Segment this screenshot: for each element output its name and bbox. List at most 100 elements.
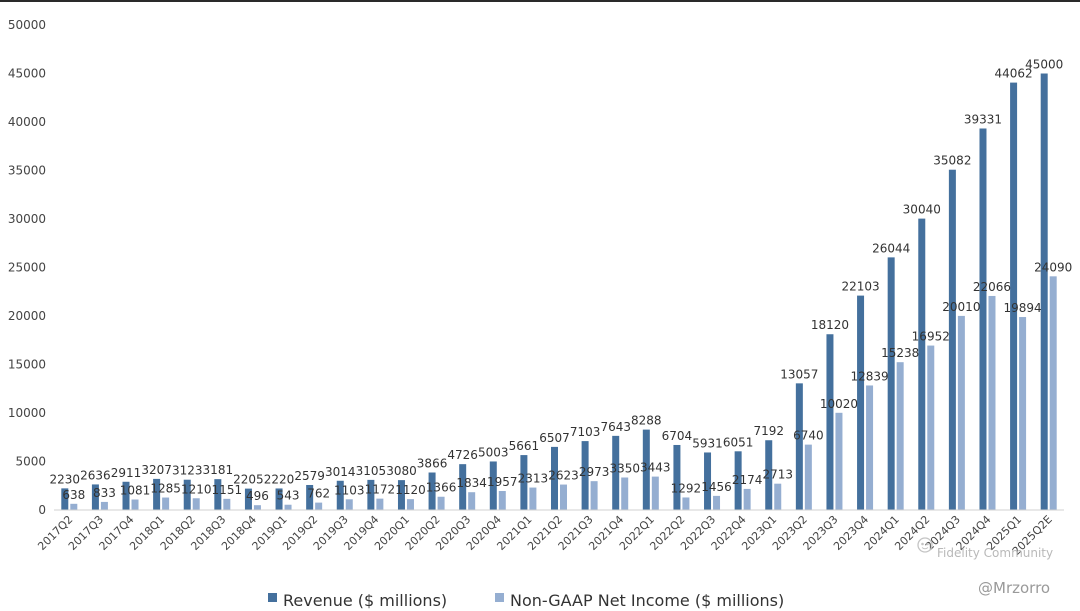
data-label-net-income: 10020 bbox=[820, 397, 858, 411]
bar-revenue bbox=[734, 451, 742, 510]
data-label-net-income: 543 bbox=[277, 489, 300, 503]
bar-revenue bbox=[244, 488, 252, 510]
bar-revenue bbox=[795, 383, 803, 510]
legend-label-revenue: Revenue ($ millions) bbox=[283, 591, 447, 610]
y-tick-label: 45000 bbox=[8, 67, 46, 81]
data-label-net-income: 6740 bbox=[793, 429, 824, 443]
data-label-revenue: 2579 bbox=[294, 469, 325, 483]
y-axis: 0 5000 10000 15000 20000 25000 30000 35000 40000… bbox=[8, 18, 46, 517]
bar-revenue bbox=[122, 481, 130, 510]
bar-net-income bbox=[1019, 317, 1027, 510]
bar-net-income bbox=[988, 295, 996, 510]
bar-revenue bbox=[765, 440, 773, 510]
data-label-net-income: 1456 bbox=[701, 480, 732, 494]
data-label-net-income: 1366 bbox=[426, 481, 457, 495]
y-tick-label: 15000 bbox=[8, 358, 46, 372]
data-label-revenue: 35082 bbox=[933, 154, 971, 168]
data-label-net-income: 2623 bbox=[548, 469, 579, 483]
bar-revenue bbox=[551, 446, 558, 510]
bar-net-income bbox=[713, 495, 721, 510]
data-label-revenue: 2220 bbox=[264, 472, 295, 486]
bar-net-income bbox=[804, 444, 812, 510]
bar-net-income bbox=[866, 385, 874, 510]
data-label-net-income: 12839 bbox=[850, 369, 888, 383]
data-label-net-income: 24090 bbox=[1034, 260, 1072, 274]
data-label-revenue: 39331 bbox=[964, 112, 1002, 126]
y-tick-label: 30000 bbox=[8, 212, 46, 226]
data-label-net-income: 638 bbox=[62, 488, 85, 502]
data-label-revenue: 44062 bbox=[994, 67, 1032, 81]
bar-net-income bbox=[1049, 276, 1057, 510]
bar-revenue bbox=[581, 441, 589, 510]
bar-revenue bbox=[214, 479, 222, 510]
watermark: Fidelity Community @Mrzorro bbox=[917, 537, 1053, 597]
data-label-net-income: 762 bbox=[307, 487, 330, 501]
data-label-revenue: 5661 bbox=[509, 439, 540, 453]
data-label-net-income: 1081 bbox=[120, 484, 151, 498]
y-tick-label: 35000 bbox=[8, 164, 46, 178]
watermark-community: Fidelity Community bbox=[937, 546, 1053, 560]
data-label-net-income: 1103 bbox=[334, 483, 365, 497]
bar-net-income bbox=[743, 488, 751, 510]
y-tick-label: 0 bbox=[38, 503, 46, 517]
data-label-revenue: 3105 bbox=[356, 464, 387, 478]
bar-revenue bbox=[948, 169, 956, 511]
bar-revenue bbox=[397, 480, 405, 510]
data-label-revenue: 6704 bbox=[662, 429, 693, 443]
data-label-net-income: 1120 bbox=[395, 483, 426, 497]
data-label-net-income: 19894 bbox=[1003, 301, 1041, 315]
data-label-net-income: 2973 bbox=[579, 465, 610, 479]
bar-net-income bbox=[468, 492, 476, 510]
data-label-net-income: 16952 bbox=[912, 330, 950, 344]
bar-revenue bbox=[153, 478, 161, 510]
data-label-net-income: 833 bbox=[93, 486, 116, 500]
y-tick-label: 10000 bbox=[8, 406, 46, 420]
bar-revenue bbox=[1010, 82, 1018, 510]
y-tick-label: 5000 bbox=[15, 455, 46, 469]
data-label-net-income: 1285 bbox=[150, 482, 181, 496]
y-tick-label: 20000 bbox=[8, 309, 46, 323]
bar-net-income bbox=[682, 497, 690, 510]
bar-net-income bbox=[498, 491, 506, 510]
data-label-net-income: 20010 bbox=[942, 300, 980, 314]
data-label-revenue: 4726 bbox=[447, 448, 478, 462]
data-label-revenue: 30040 bbox=[903, 203, 941, 217]
bar-revenue bbox=[612, 435, 620, 510]
bar-revenue bbox=[857, 295, 865, 510]
data-label-revenue: 13057 bbox=[780, 367, 818, 381]
bar-net-income bbox=[100, 501, 108, 510]
data-label-net-income: 2174 bbox=[732, 473, 763, 487]
bar-revenue bbox=[642, 429, 650, 510]
bar-revenue bbox=[61, 488, 69, 510]
bar-net-income bbox=[621, 477, 629, 510]
data-label-revenue: 5931 bbox=[692, 436, 723, 450]
data-label-net-income: 3443 bbox=[640, 461, 671, 475]
data-label-revenue: 6051 bbox=[723, 435, 754, 449]
bar-revenue bbox=[887, 257, 895, 510]
data-label-net-income: 1210 bbox=[181, 482, 212, 496]
x-axis: 2017Q22017Q32017Q42018Q12018Q22018Q32018… bbox=[35, 513, 1054, 558]
data-labels-group: 2230 638 2636 833 2911 1081 3207 1285 3123 1210 31… bbox=[50, 58, 1073, 504]
data-label-revenue: 3123 bbox=[172, 464, 203, 478]
data-label-revenue: 3207 bbox=[141, 463, 172, 477]
legend-label-net-income: Non-GAAP Net Income ($ millions) bbox=[510, 591, 784, 610]
data-label-revenue: 3181 bbox=[203, 463, 234, 477]
bar-revenue bbox=[336, 480, 344, 510]
data-label-net-income: 22066 bbox=[973, 280, 1011, 294]
bar-revenue bbox=[520, 455, 528, 510]
bar-net-income bbox=[376, 498, 384, 510]
y-tick-label: 50000 bbox=[8, 18, 46, 32]
bar-net-income bbox=[70, 503, 78, 510]
bar-revenue bbox=[367, 479, 375, 510]
data-label-revenue: 18120 bbox=[811, 318, 849, 332]
data-label-revenue: 6507 bbox=[539, 431, 570, 445]
bar-revenue bbox=[459, 464, 467, 510]
bar-net-income bbox=[284, 504, 292, 510]
data-label-revenue: 7192 bbox=[753, 424, 784, 438]
data-label-revenue: 7103 bbox=[570, 425, 601, 439]
data-label-revenue: 5003 bbox=[478, 445, 509, 459]
bar-revenue bbox=[673, 444, 681, 510]
bar-revenue bbox=[306, 484, 314, 510]
